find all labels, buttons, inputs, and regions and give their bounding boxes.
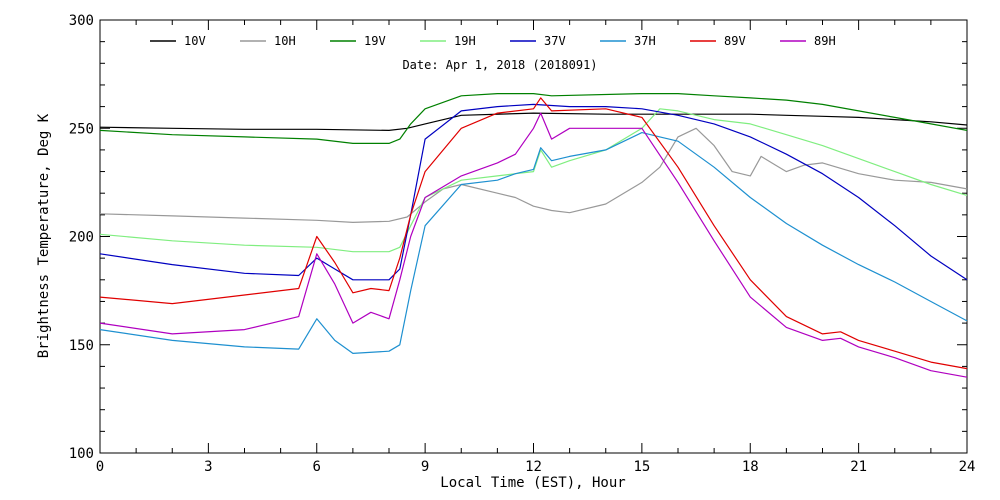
y-tick-label: 100 bbox=[69, 446, 94, 462]
series-line-37h bbox=[99, 132, 968, 354]
y-tick-label: 300 bbox=[69, 13, 94, 29]
y-tick-label: 200 bbox=[69, 230, 94, 246]
series-line-89h bbox=[99, 112, 968, 378]
series-line-10h bbox=[99, 127, 968, 223]
date-subtitle: Date: Apr 1, 2018 (2018091) bbox=[402, 58, 597, 72]
series-line-89v bbox=[99, 97, 968, 370]
x-tick-label: 21 bbox=[850, 459, 867, 475]
y-tick-label: 150 bbox=[69, 338, 94, 354]
legend-label-19h: 19H bbox=[454, 34, 476, 48]
plot-frame bbox=[99, 19, 968, 454]
x-tick-label: 15 bbox=[633, 459, 650, 475]
y-axis-label: Brightness Temperature, Deg K bbox=[36, 113, 52, 358]
x-tick-label: 9 bbox=[421, 459, 429, 475]
x-axis-label: Local Time (EST), Hour bbox=[440, 475, 625, 491]
x-tick-label: 6 bbox=[313, 459, 321, 475]
y-tick-label: 250 bbox=[69, 121, 94, 137]
legend-label-10h: 10H bbox=[274, 34, 296, 48]
legend-label-37h: 37H bbox=[634, 34, 656, 48]
legend-label-89v: 89V bbox=[724, 34, 746, 48]
legend-label-10v: 10V bbox=[184, 34, 206, 48]
x-tick-label: 24 bbox=[959, 459, 976, 475]
legend: 10V 10H 19V 19H 37V 37H 89V 89H bbox=[150, 34, 836, 48]
legend-label-19v: 19V bbox=[364, 34, 386, 48]
x-tick-label: 3 bbox=[204, 459, 212, 475]
x-tick-label: 0 bbox=[96, 459, 104, 475]
series-line-10v bbox=[99, 112, 968, 131]
series-layer bbox=[99, 93, 968, 378]
ticks-layer: 0 3 6 9 12 15 18 21 24 100 150 200 250 300 bbox=[69, 13, 976, 475]
series-line-19h bbox=[99, 108, 968, 253]
legend-label-89h: 89H bbox=[814, 34, 836, 48]
x-tick-label: 18 bbox=[742, 459, 759, 475]
series-line-19v bbox=[99, 93, 968, 144]
x-tick-label: 12 bbox=[525, 459, 542, 475]
legend-label-37v: 37V bbox=[544, 34, 566, 48]
